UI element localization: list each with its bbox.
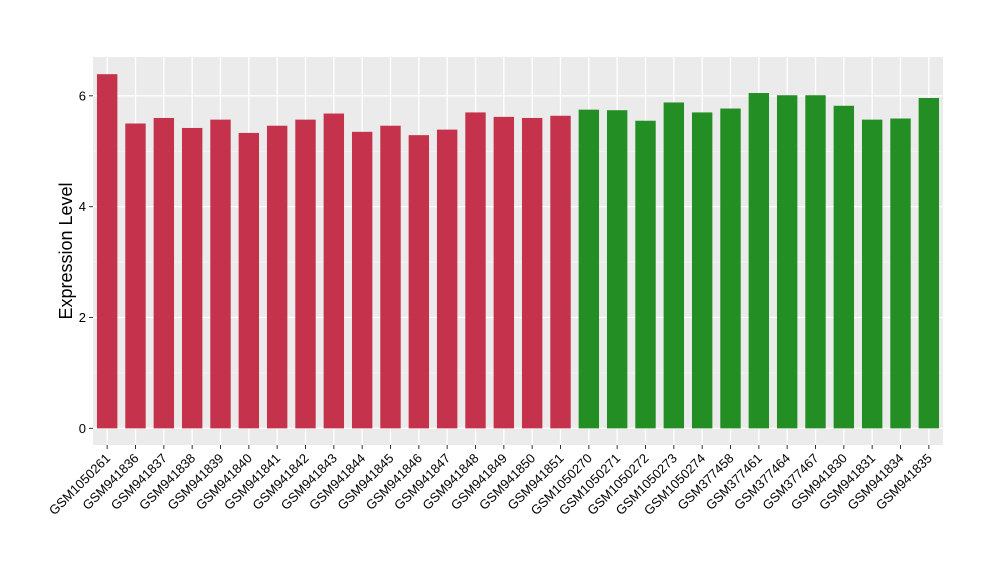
bar <box>890 118 911 429</box>
bar <box>181 127 203 429</box>
y-axis: 0 2 4 6 <box>79 88 93 436</box>
y-axis-title: Expression Level <box>56 182 76 319</box>
bar <box>323 113 345 429</box>
bar <box>776 95 798 429</box>
bar <box>266 125 288 429</box>
bar <box>748 93 770 429</box>
y-tick-label: 0 <box>79 421 86 436</box>
bar <box>861 119 883 429</box>
bar <box>833 105 855 429</box>
bar <box>691 112 713 429</box>
bar <box>295 119 316 429</box>
bar <box>153 117 175 429</box>
bar <box>96 74 118 429</box>
x-axis: GSM1050261GSM941836GSM941837GSM941838GSM… <box>46 445 935 518</box>
bar <box>125 123 146 429</box>
bar <box>663 102 685 429</box>
bar <box>521 117 543 429</box>
bar <box>380 125 401 429</box>
bar <box>465 112 486 429</box>
bar <box>606 110 628 429</box>
bar <box>578 109 600 429</box>
bar <box>720 108 741 429</box>
bar <box>351 131 373 429</box>
bar <box>805 95 826 429</box>
y-tick-label: 6 <box>79 88 86 103</box>
y-tick-label: 4 <box>79 199 86 214</box>
bar <box>210 119 231 429</box>
y-tick-label: 2 <box>79 310 86 325</box>
bar <box>408 135 430 429</box>
bar <box>436 129 458 429</box>
bar <box>918 98 940 429</box>
bar <box>550 115 571 429</box>
bar <box>635 120 656 429</box>
bar <box>238 132 260 429</box>
plot-panel <box>93 57 943 445</box>
bar <box>493 116 515 429</box>
bars <box>96 74 940 429</box>
